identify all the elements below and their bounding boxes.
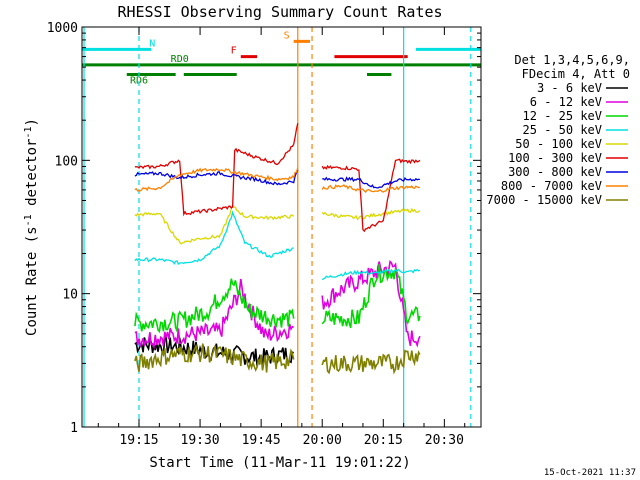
x-tick-label: 19:15 [119,433,158,448]
status-label: S [284,30,290,41]
series-line [134,167,299,192]
x-axis-label: Start Time (11-Mar-11 19:01:22) [149,455,410,471]
y-tick-label: 1 [70,421,78,436]
series-line [134,169,299,186]
y-tick-label: 1000 [47,21,78,36]
legend-header-line: Det 1,3,4,5,6,9, [514,53,630,67]
data-series [134,123,421,375]
series-line [321,264,421,329]
y-tick-label: 10 [62,288,78,303]
x-tick-label: 19:30 [181,433,220,448]
series-7 [134,169,420,189]
x-tick-label: 19:45 [242,433,281,448]
series-5 [134,205,421,245]
status-label: N [149,38,155,49]
series-line [134,278,294,350]
status-label: RD0 [171,54,189,65]
legend-label: 100 - 300 keV [508,151,602,165]
y-axis-label-sup: -1 [23,126,34,138]
series-line [322,176,420,189]
x-tick-label: 20:00 [303,433,342,448]
series-4 [134,210,421,281]
y-axis-label-part: detector [24,139,40,215]
series-9 [134,343,421,375]
x-tick-label: 20:30 [425,433,464,448]
series-line [134,210,294,266]
series-line [321,260,421,348]
legend-label: 3 - 6 keV [537,81,602,95]
y-axis-label-sup: -1 [23,214,34,226]
series-2 [134,260,421,350]
series-line [134,205,295,245]
series-line [321,268,421,281]
y-tick-label: 100 [55,154,78,169]
series-line [321,184,421,193]
series-line [321,349,421,375]
marker-lines [83,27,472,427]
legend-label: 6 - 12 keV [530,95,602,109]
series-line [321,158,421,233]
status-label: F [231,46,237,57]
series-3 [134,264,421,334]
chart-title: RHESSI Observing Summary Count Rates [117,3,442,21]
y-axis-label-part: Count Rate (s [24,226,40,336]
axis-ticks: 19:15 19:30 19:45 20:00 20:15 20:30 1 10 100 1000 [47,21,481,448]
legend-label: 25 - 50 keV [523,123,602,137]
generation-timestamp: 15-Oct-2021 11:37 [544,468,636,478]
series-8 [134,167,421,193]
legend-label: 800 - 7000 keV [501,179,602,193]
y-axis-label-part: ) [24,118,40,126]
series-line [134,278,295,334]
series-6 [134,123,421,233]
legend-label: 50 - 100 keV [515,137,602,151]
legend-label: 12 - 25 keV [523,109,602,123]
legend-label: 300 - 800 keV [508,165,602,179]
legend-header-line: FDecim 4, Att 0 [522,67,630,81]
series-line [134,343,295,373]
series-line [321,207,421,221]
legend-label: 7000 - 15000 keV [486,193,602,207]
series-line [134,123,299,217]
legend: Det 1,3,4,5,6,9, FDecim 4, Att 0 3 - 6 k… [486,53,630,207]
x-tick-label: 20:15 [364,433,403,448]
y-axis-label: Count Rate (s-1 detector-1) [23,118,40,336]
plot-frame [81,26,482,428]
